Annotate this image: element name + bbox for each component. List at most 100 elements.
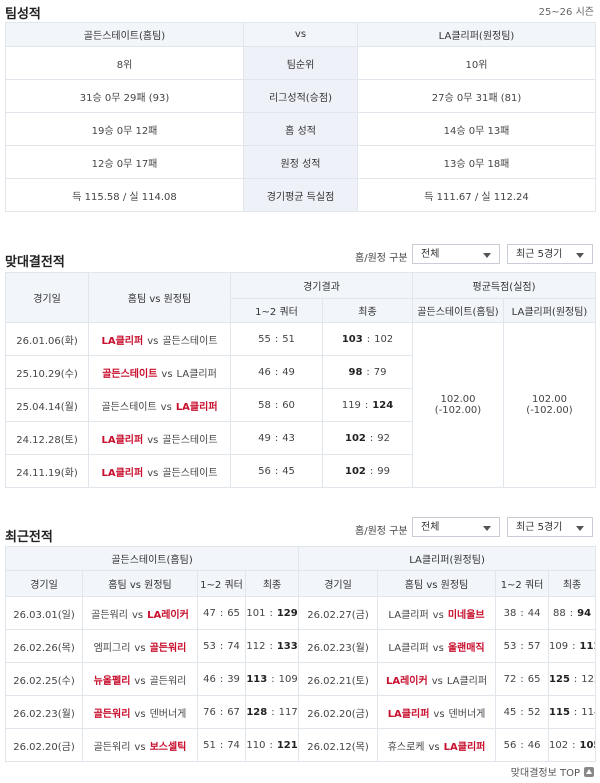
score: 88 bbox=[553, 607, 566, 619]
vs: vs bbox=[432, 642, 444, 654]
date: 26.02.23(월) bbox=[5, 695, 83, 729]
score-sep: : bbox=[219, 640, 224, 652]
table-row: 26.02.20(금) 골든워리 vs 보스셀틱 51:74 110:121 26.02.1… bbox=[5, 728, 597, 762]
average: 102.00 (-102.00) bbox=[502, 322, 597, 488]
score-sep: : bbox=[269, 739, 273, 751]
vs: vs bbox=[147, 467, 159, 479]
cell: 경기평균 득실점 bbox=[243, 178, 358, 212]
date: 26.02.21(토) bbox=[298, 662, 379, 696]
score: 74 bbox=[227, 640, 240, 652]
half-score: 38:44 bbox=[495, 596, 550, 630]
header-cell: 1~2 쿼터 bbox=[495, 570, 550, 597]
table-row: 26.03.01(일) 골든워리 vs LA레이커 47:65 101:129 26.02.… bbox=[5, 596, 597, 630]
score-sep: : bbox=[219, 607, 224, 619]
score: 51 bbox=[282, 333, 295, 345]
recent-table: 골든스테이트(홈팀) LA클리퍼(원정팀) 경기일 홈팀 vs 원정팀 1~2 쿼터 최종… bbox=[4, 546, 597, 762]
score: 114 bbox=[581, 706, 595, 718]
score: 72 bbox=[503, 673, 517, 685]
cell: 득 111.67 / 실 112.24 bbox=[357, 178, 596, 212]
date: 26.01.06(화) bbox=[5, 322, 89, 356]
final-score: 103:102 bbox=[322, 322, 413, 356]
away-team: 골든스테이트 bbox=[162, 434, 218, 446]
score-sep: : bbox=[520, 706, 524, 718]
dropdown[interactable]: 전체 bbox=[412, 517, 500, 537]
half-score: 53:74 bbox=[197, 629, 246, 663]
final-score: 113:109 bbox=[244, 662, 300, 696]
home-team: 골든스테이트 bbox=[102, 368, 158, 380]
score: 121 bbox=[276, 739, 298, 751]
score-sep: : bbox=[219, 739, 224, 751]
dropdown-value: 전체 bbox=[421, 249, 440, 260]
final-score: 119:124 bbox=[322, 388, 413, 422]
score: 112 bbox=[246, 640, 266, 652]
home-team: LA클리퍼 bbox=[101, 434, 144, 446]
table-row: 골든스테이트(홈팀) LA클리퍼(원정팀) bbox=[4, 546, 597, 571]
table-row: 25.04.14(월) 골든스테이트 vs LA클리퍼 58:60 119:124 bbox=[5, 388, 596, 422]
score-sep: : bbox=[366, 333, 371, 345]
score-sep: : bbox=[366, 366, 370, 378]
home-team: LA클리퍼 bbox=[387, 708, 430, 720]
away-team: LA레이커 bbox=[147, 609, 189, 621]
cell: 팀순위 bbox=[243, 46, 358, 80]
team-header: 골든스테이트(홈팀) bbox=[4, 546, 300, 571]
final-score: 88:94 bbox=[548, 596, 597, 630]
home-team: 엠피그리 bbox=[93, 642, 131, 654]
matchup: LA클리퍼 vs 골든스테이트 bbox=[88, 322, 231, 356]
half-score: 49:43 bbox=[230, 421, 323, 455]
half-score: 45:52 bbox=[495, 695, 550, 729]
matchup: LA클리퍼 vs 올랜매직 bbox=[377, 629, 497, 663]
final-score: 112:133 bbox=[244, 629, 300, 663]
away-team: LA클리퍼 bbox=[175, 401, 218, 413]
score: 43 bbox=[282, 432, 295, 444]
section-title: 팀성적 bbox=[5, 7, 41, 22]
home-team: 골든워리 bbox=[93, 708, 131, 720]
score: 49 bbox=[282, 366, 295, 378]
avg-points: 102.00 bbox=[440, 394, 476, 405]
table-row: 26.02.25(수) 뉴올펠리 vs 골든워리 46:39 113:109 26.02.2… bbox=[5, 662, 597, 696]
cell: 31승 0무 29패 (93) bbox=[5, 79, 244, 113]
score: 47 bbox=[203, 607, 216, 619]
header-cell: 경기일 bbox=[5, 272, 89, 323]
score: 124 bbox=[372, 399, 394, 411]
header-cell: 평균득점(실점) bbox=[411, 272, 597, 299]
matchup: LA클리퍼 vs 미네울브 bbox=[377, 596, 497, 630]
score: 119 bbox=[341, 399, 361, 411]
table-row: 26.01.06(화) LA클리퍼 vs 골든스테이트 55:51 103:102 102.… bbox=[5, 322, 597, 488]
table-row: 24.12.28(토) LA클리퍼 vs 골든스테이트 49:43 102:92 bbox=[5, 421, 596, 455]
score: 46 bbox=[258, 366, 271, 378]
top-link[interactable]: 맞대결정보 TOP bbox=[511, 764, 594, 779]
score-sep: : bbox=[269, 607, 273, 619]
score: 102 bbox=[345, 465, 366, 477]
avg-points: 102.00 bbox=[532, 394, 567, 405]
score-sep: : bbox=[572, 739, 576, 751]
date: 24.12.28(토) bbox=[5, 421, 89, 455]
score: 55 bbox=[258, 333, 271, 345]
score: 128 bbox=[246, 706, 268, 718]
away-team: 미네울브 bbox=[447, 609, 485, 621]
header-cell: 경기결과 bbox=[230, 272, 413, 299]
half-score: 46:49 bbox=[230, 355, 323, 389]
vs: vs bbox=[432, 609, 444, 621]
matchup: LA레이커 vs LA클리퍼 bbox=[377, 662, 497, 696]
section-title: 최근전적 bbox=[5, 530, 53, 545]
dropdown[interactable]: 최근 5경기 bbox=[507, 244, 593, 264]
matchup: 엠피그리 vs 골든워리 bbox=[82, 629, 198, 663]
score: 94 bbox=[577, 607, 592, 619]
score: 110 bbox=[246, 739, 266, 751]
header-cell: 경기일 bbox=[298, 570, 379, 597]
score: 122 bbox=[581, 673, 595, 685]
away-team: 덴버너게 bbox=[448, 708, 486, 720]
score: 102 bbox=[549, 739, 569, 751]
half-score: 53:57 bbox=[495, 629, 550, 663]
dropdown[interactable]: 전체 bbox=[412, 244, 500, 264]
score: 111 bbox=[579, 640, 595, 652]
header-cell: 1~2 쿼터 bbox=[197, 570, 246, 597]
score: 45 bbox=[503, 706, 517, 718]
half-score: 56:46 bbox=[495, 728, 550, 762]
score: 60 bbox=[282, 399, 295, 411]
dropdown[interactable]: 최근 5경기 bbox=[507, 517, 593, 537]
avg-diff: (-102.00) bbox=[434, 405, 482, 416]
matchup: LA클리퍼 vs 골든스테이트 bbox=[88, 454, 231, 488]
score: 101 bbox=[246, 607, 266, 619]
matchup: 골든스테이트 vs LA클리퍼 bbox=[88, 388, 231, 422]
